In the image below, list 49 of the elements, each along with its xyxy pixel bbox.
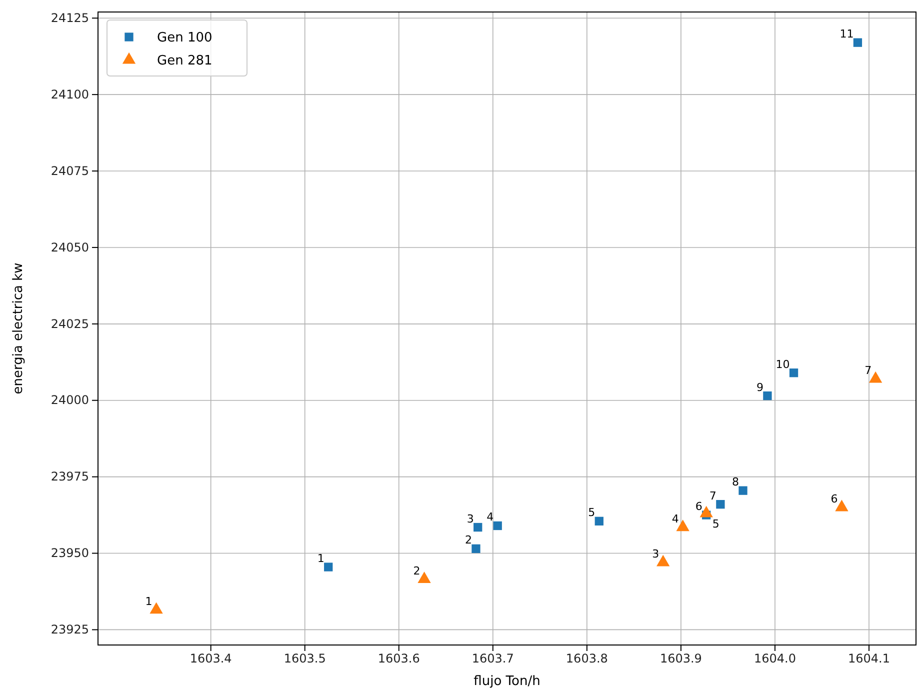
annotation: 5 [588,506,596,520]
annotation: 3 [466,512,474,526]
point [474,522,482,532]
x-tick-label: 1604.1 [848,652,890,666]
annotation: 11 [840,28,854,41]
annotation: 2 [413,564,420,578]
point [789,368,798,378]
y-tick-label: 24100 [50,87,89,102]
point [716,500,725,509]
annotation: 4 [486,510,494,524]
point [493,521,502,530]
x-tick-label: 1604.0 [754,652,796,666]
x-tick-label: 1603.5 [284,652,326,666]
annotation: 9 [756,380,764,394]
legend-label: Gen 281 [157,54,212,69]
y-tick-label: 23975 [50,470,89,484]
x-tick-label: 1603.4 [190,652,232,666]
point [763,391,772,400]
y-tick-label: 23925 [50,622,89,637]
x-tick-label: 1603.8 [566,652,608,666]
annotation: 7 [864,364,872,377]
annotation: 1 [317,552,324,566]
annotation: 7 [709,489,716,502]
y-tick-label: 24125 [50,10,89,25]
y-tick-label: 24050 [50,240,89,254]
annotation: 6 [695,500,702,514]
annotation: 2 [464,534,472,547]
point [472,544,480,554]
y-tick-label: 23950 [50,546,89,560]
annotation: 3 [652,547,660,560]
x-axis-title: flujo Ton/h [474,674,540,689]
point [594,516,604,526]
annotation: 1 [145,594,152,608]
x-tick-label: 1603.6 [378,652,420,666]
point [853,38,862,47]
y-tick-label: 24000 [50,393,89,408]
point [324,562,333,572]
y-tick-label: 24075 [50,164,89,178]
annotation: 8 [732,476,739,489]
annotation: 5 [712,518,720,531]
y-axis-title: energia electrica kw [11,262,26,394]
y-tick-label: 24025 [50,316,89,331]
annotation: 10 [776,358,790,371]
x-tick-label: 1603.7 [472,652,514,666]
legend-label: Gen 100 [157,30,212,46]
x-tick-label: 1603.9 [660,652,702,666]
annotation: 4 [672,512,679,526]
point [738,486,748,495]
annotation: 6 [830,492,838,506]
